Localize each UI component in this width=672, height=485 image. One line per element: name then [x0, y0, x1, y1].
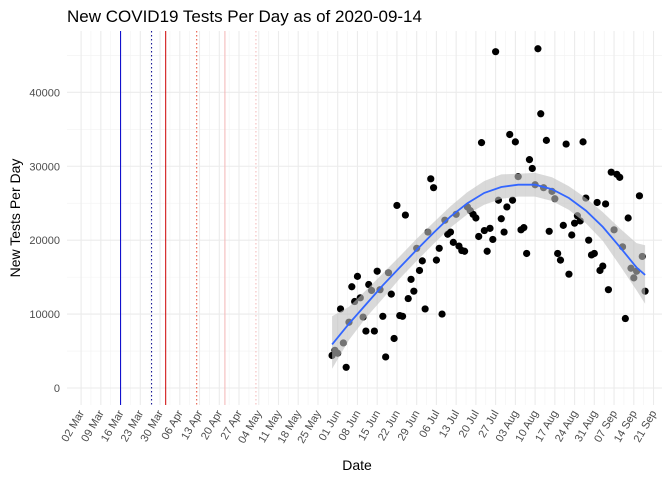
- trend-line: [331, 183, 646, 345]
- data-point: [382, 353, 390, 361]
- data-point: [537, 110, 545, 118]
- data-point: [624, 214, 632, 222]
- data-point: [475, 232, 483, 241]
- data-point: [427, 175, 435, 183]
- chart-title: New COVID19 Tests Per Day as of 2020-09-…: [67, 7, 422, 26]
- data-point: [568, 231, 576, 239]
- data-point: [446, 228, 455, 236]
- data-point: [362, 327, 370, 335]
- data-point: [404, 294, 412, 303]
- data-point: [492, 48, 500, 56]
- data-point: [523, 249, 531, 258]
- data-point: [393, 201, 401, 210]
- data-point: [461, 247, 469, 255]
- data-point: [525, 156, 534, 164]
- data-point: [407, 275, 415, 283]
- data-point: [503, 203, 511, 211]
- data-point: [593, 198, 601, 207]
- data-point: [353, 272, 362, 280]
- data-point: [500, 228, 508, 236]
- data-point: [599, 262, 607, 270]
- data-point: [562, 140, 570, 148]
- data-point: [472, 214, 480, 222]
- data-point: [559, 221, 567, 229]
- data-point: [590, 249, 598, 258]
- data-point: [616, 173, 624, 181]
- data-point: [449, 238, 457, 246]
- data-point: [483, 247, 491, 255]
- x-axis-label: Date: [342, 457, 372, 473]
- data-point: [570, 219, 579, 227]
- data-point: [602, 200, 610, 208]
- data-point: [554, 249, 562, 258]
- data-point: [421, 305, 429, 313]
- data-point: [429, 184, 438, 192]
- data-point: [489, 235, 497, 244]
- data-point: [415, 266, 424, 275]
- y-tick-label: 30000: [29, 161, 60, 173]
- data-point: [398, 312, 407, 320]
- data-point: [528, 164, 536, 173]
- data-point: [542, 136, 550, 144]
- data-point: [401, 211, 409, 219]
- data-point: [418, 257, 426, 265]
- data-point: [379, 312, 387, 320]
- data-point: [635, 192, 644, 200]
- data-point: [621, 314, 629, 323]
- data-point: [348, 283, 356, 291]
- data-point: [556, 256, 565, 264]
- data-point: [432, 256, 441, 264]
- data-point: [604, 286, 613, 294]
- data-point: [342, 363, 350, 371]
- data-point: [585, 236, 593, 244]
- data-point: [477, 139, 486, 147]
- data-point: [438, 310, 446, 318]
- data-point: [545, 227, 553, 235]
- y-tick-label: 10000: [29, 309, 60, 321]
- data-point: [480, 226, 488, 235]
- data-point: [387, 290, 395, 298]
- data-point: [506, 130, 514, 139]
- data-point: [390, 334, 398, 343]
- data-point: [497, 215, 505, 223]
- data-point: [508, 196, 517, 204]
- y-tick-label: 20000: [29, 235, 60, 247]
- data-point: [607, 168, 615, 176]
- data-point: [511, 138, 519, 146]
- trend-confidence-band: [332, 172, 646, 369]
- data-point: [565, 270, 573, 278]
- y-tick-label: 0: [54, 383, 60, 395]
- data-point: [534, 45, 542, 53]
- data-point: [373, 267, 381, 275]
- y-axis-label: New Tests Per Day: [7, 159, 23, 278]
- data-point: [486, 224, 494, 232]
- data-point: [579, 138, 587, 146]
- data-point: [370, 327, 378, 335]
- y-tick-label: 40000: [29, 87, 60, 99]
- data-point: [435, 244, 443, 252]
- data-point: [520, 224, 528, 232]
- data-point: [410, 287, 418, 295]
